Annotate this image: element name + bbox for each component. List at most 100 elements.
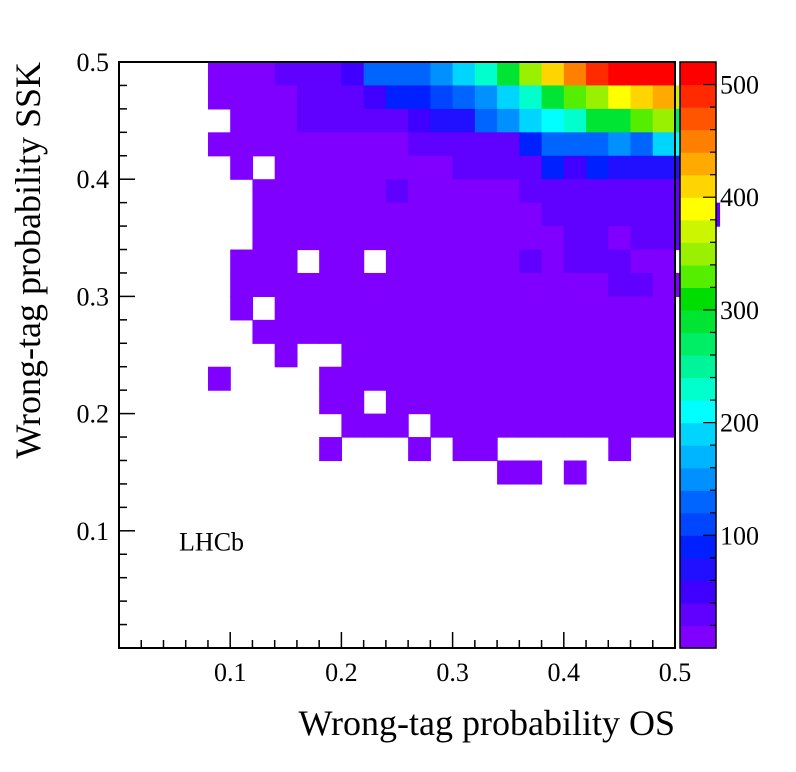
heatmap-cell	[497, 85, 520, 110]
heatmap-cell	[474, 249, 498, 274]
heatmap-cell	[341, 179, 365, 204]
heatmap-cell	[319, 366, 342, 391]
heatmap-cell	[652, 132, 676, 157]
heatmap-cell	[385, 202, 409, 227]
heatmap-cell	[563, 108, 587, 133]
heatmap-cell	[341, 62, 365, 87]
heatmap-cell	[385, 108, 409, 133]
heatmap-cell	[519, 343, 543, 368]
heatmap-cell	[252, 108, 276, 133]
heatmap-cell	[363, 85, 387, 110]
heatmap-cell	[319, 179, 342, 204]
heatmap-cell	[452, 155, 476, 180]
heatmap-cell	[408, 85, 431, 110]
heatmap-cell	[385, 62, 409, 87]
heatmap-cell	[408, 155, 431, 180]
heatmap-cell	[363, 413, 387, 438]
heatmap-cell	[274, 155, 298, 180]
colorbar-segment	[680, 84, 716, 108]
axis-ticks	[119, 84, 654, 648]
y-tick-label: 0.2	[77, 400, 110, 429]
heatmap-cell	[519, 272, 543, 297]
heatmap-cell	[474, 226, 498, 251]
colorbar-segment	[680, 355, 716, 379]
x-tick-label: 0.5	[659, 658, 692, 687]
heatmap-cell	[363, 202, 387, 227]
heatmap-cell	[430, 272, 454, 297]
heatmap-cell	[319, 132, 342, 157]
heatmap-cell	[630, 62, 654, 87]
heatmap-cell	[408, 249, 431, 274]
heatmap-cell	[519, 62, 543, 87]
heatmap-cell	[207, 85, 231, 110]
heatmap-cell	[385, 296, 409, 321]
heatmap-cell	[430, 132, 454, 157]
heatmap-cell	[630, 132, 654, 157]
colorbar-tick-label: 500	[720, 71, 759, 100]
heatmap-cell	[608, 366, 632, 391]
heatmap-cell	[452, 85, 476, 110]
heatmap-cell	[319, 272, 342, 297]
heatmap-cell	[474, 343, 498, 368]
heatmap-cell	[652, 272, 676, 297]
heatmap-cell	[296, 319, 320, 344]
heatmap-cell	[385, 366, 409, 391]
heatmap-cell	[430, 202, 454, 227]
heatmap-cell	[563, 319, 587, 344]
heatmap-cell	[319, 437, 342, 462]
heatmap-cell	[452, 62, 476, 87]
heatmap-cell	[408, 390, 431, 415]
heatmap-cell	[452, 343, 476, 368]
heatmap-cell	[563, 132, 587, 157]
heatmap-cell	[430, 390, 454, 415]
heatmap-cell	[563, 62, 587, 87]
heatmap-cell	[452, 249, 476, 274]
heatmap-cell	[497, 319, 520, 344]
x-tick-label: 0.3	[436, 658, 469, 687]
heatmap-cell	[341, 249, 365, 274]
heatmap-cell	[608, 319, 632, 344]
heatmap-cell	[652, 108, 676, 133]
heatmap-cell	[430, 343, 454, 368]
heatmap-cell	[652, 413, 676, 438]
heatmap-cell	[497, 226, 520, 251]
heatmap-cell	[652, 62, 676, 87]
heatmap-cell	[630, 155, 654, 180]
heatmap-cell	[341, 132, 365, 157]
heatmap-cell	[608, 413, 632, 438]
colorbar-tick-label: 400	[720, 183, 759, 212]
heatmap-cell	[252, 319, 276, 344]
heatmap-cell	[474, 62, 498, 87]
lhcb-label: LHCb	[179, 528, 244, 557]
heatmap-cell	[207, 62, 231, 87]
heatmap-cell	[608, 272, 632, 297]
heatmap-cell	[541, 366, 565, 391]
heatmap-cell	[230, 108, 254, 133]
heatmap-cell	[519, 460, 543, 485]
heatmap-cell	[319, 202, 342, 227]
heatmap-cell	[385, 132, 409, 157]
heatmap-cell	[474, 272, 498, 297]
heatmap-cell	[519, 85, 543, 110]
heatmap-cell	[563, 343, 587, 368]
heatmap-cell	[541, 132, 565, 157]
heatmap-cell	[608, 155, 632, 180]
heatmap-cell	[541, 343, 565, 368]
heatmap-cell	[586, 62, 609, 87]
colorbar-segment	[680, 625, 716, 649]
heatmap-cell	[341, 413, 365, 438]
heatmap-cell	[408, 272, 431, 297]
heatmap-cell	[497, 179, 520, 204]
colorbar-segment	[680, 557, 716, 581]
heatmap-cell	[341, 155, 365, 180]
heatmap-cell	[452, 132, 476, 157]
heatmap-cell	[608, 202, 632, 227]
heatmap-cell	[296, 272, 320, 297]
heatmap-cell	[252, 132, 276, 157]
heatmap-cell	[363, 62, 387, 87]
heatmap-cell	[230, 85, 254, 110]
heatmap-cell	[497, 413, 520, 438]
colorbar-segment	[680, 152, 716, 176]
heatmap-cell	[430, 319, 454, 344]
heatmap-cell	[497, 343, 520, 368]
